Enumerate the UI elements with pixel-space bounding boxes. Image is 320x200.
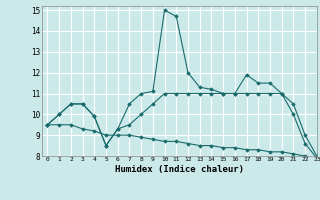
X-axis label: Humidex (Indice chaleur): Humidex (Indice chaleur) [115,165,244,174]
